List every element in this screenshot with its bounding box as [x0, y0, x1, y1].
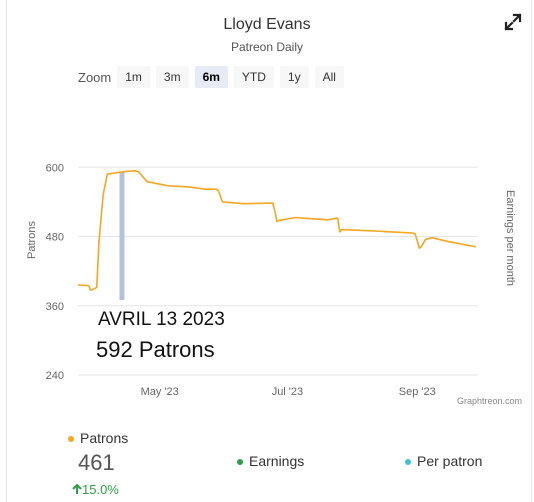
- earnings-dot-icon: [237, 459, 243, 466]
- credit-link[interactable]: Graphtreon.com: [457, 396, 523, 406]
- zoom-ytd-button[interactable]: YTD: [233, 66, 274, 88]
- patrons-value: 461: [78, 450, 115, 475]
- legend-patrons-label: Patrons: [80, 430, 129, 446]
- patrons-line-chart[interactable]: 240 360 480 600 May '23 Jul '23 Sep '23 Patro…: [0, 0, 534, 420]
- zoom-label: Zoom: [78, 69, 112, 85]
- x-tick-0: May '23: [141, 386, 179, 398]
- legend-per-patron-label: Per patron: [417, 453, 483, 469]
- grid-lines: [78, 166, 478, 376]
- zoom-3m-button[interactable]: 3m: [155, 66, 189, 88]
- arrow-up-icon: [72, 483, 82, 494]
- chart-title: Lloyd Evans: [223, 16, 311, 33]
- series-line-patrons: [77, 170, 477, 291]
- y-tick-600: 600: [46, 162, 64, 174]
- x-tick-2: Sep '23: [399, 386, 436, 398]
- expand-icon[interactable]: [503, 12, 523, 32]
- patrons-change-text: 15.0%: [82, 482, 119, 497]
- y-axis-label: Patrons: [26, 221, 38, 259]
- x-tick-labels: May '23 Jul '23 Sep '23: [141, 386, 436, 398]
- legend-earnings-label: Earnings: [249, 453, 305, 469]
- y-tick-480: 480: [46, 232, 64, 244]
- zoom-1m-button[interactable]: 1m: [117, 66, 150, 88]
- zoom-bar: Zoom 1m 3m 6m YTD 1y All: [78, 66, 350, 88]
- patrons-change: 15.0%: [72, 482, 119, 497]
- annotation-date: AVRIL 13 2023: [98, 309, 225, 330]
- y-tick-360: 360: [46, 301, 64, 313]
- per-patron-dot-icon: [405, 459, 411, 466]
- zoom-all-button[interactable]: All: [314, 66, 344, 88]
- y-tick-240: 240: [46, 370, 64, 382]
- legend-earnings[interactable]: Earnings: [237, 453, 304, 469]
- patrons-dot-icon: [68, 436, 74, 443]
- x-tick-1: Jul '23: [272, 386, 303, 398]
- y2-axis-label: Earnings per month: [504, 190, 516, 286]
- legend-patrons[interactable]: Patrons: [68, 430, 128, 446]
- zoom-1y-button[interactable]: 1y: [279, 66, 309, 88]
- y-tick-labels: 240 360 480 600: [46, 162, 64, 382]
- annotation-value: 592 Patrons: [96, 337, 215, 362]
- legend-per-patron[interactable]: Per patron: [405, 453, 482, 469]
- chart-panel: [6, 0, 532, 502]
- chart-subtitle: Patreon Daily: [230, 40, 304, 54]
- zoom-6m-button[interactable]: 6m: [194, 66, 228, 88]
